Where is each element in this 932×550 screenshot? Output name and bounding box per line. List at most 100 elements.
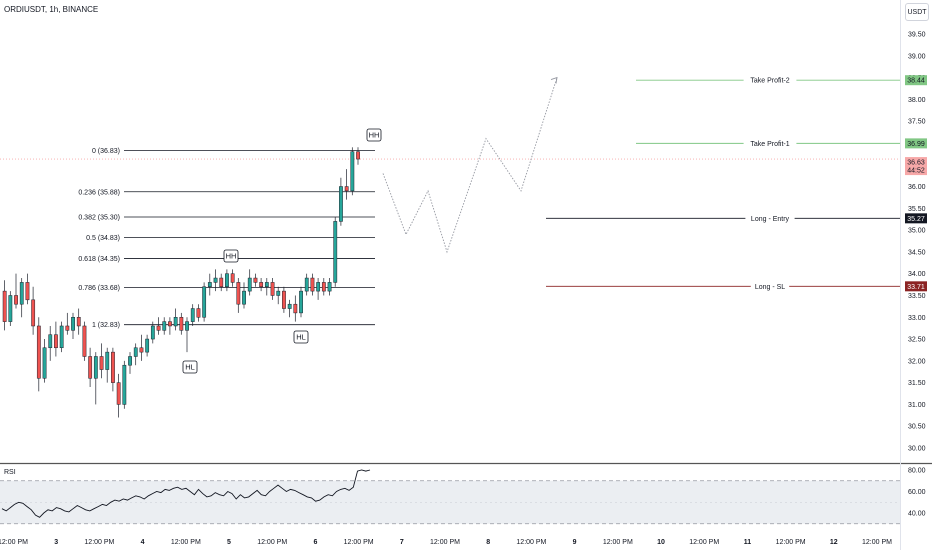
candle-body (42, 347, 47, 379)
candle-body (122, 364, 127, 405)
time-tick-label: 3 (54, 539, 58, 546)
trade-level-label-bg (745, 213, 795, 223)
candle-body (76, 317, 81, 327)
candle-body (253, 277, 258, 283)
candle-body (202, 286, 207, 318)
candle-body (168, 321, 172, 327)
candle-body (207, 282, 212, 288)
candle-body (14, 295, 18, 305)
candle-body (36, 325, 41, 379)
swing-label-box (223, 249, 239, 263)
trade-level-label-bg (743, 138, 797, 148)
swing-label-box (182, 360, 198, 374)
time-tick-label: 12:00 PM (603, 539, 633, 546)
swing-label: HL (296, 333, 306, 342)
fib-level-label: 0 (36.83) (92, 148, 120, 155)
trade-level-label: Take Profit-2 (750, 78, 789, 85)
price-tag (905, 75, 927, 86)
candle-body (88, 356, 93, 379)
symbol-title: ORDIUSDT, 1h, BINANCE (4, 5, 99, 14)
price-tag (905, 281, 927, 292)
candle-body (54, 334, 58, 349)
price-tag-label: 36.99 (907, 141, 925, 148)
fib-level-label: 0.382 (35.30) (78, 215, 120, 222)
rsi-tick-label: 60.00 (908, 489, 926, 496)
swing-label: HL (185, 363, 195, 372)
candle-body (344, 186, 349, 192)
rsi-label: RSI (4, 469, 16, 476)
price-tag (905, 157, 927, 176)
candle-body (185, 321, 189, 331)
swing-label-box (293, 330, 309, 344)
time-tick-label: 12:00 PM (344, 539, 374, 546)
price-tag-label: 38.44 (907, 78, 925, 85)
time-tick-label: 4 (141, 539, 145, 546)
candle-body (190, 308, 195, 322)
candle-body (259, 282, 264, 288)
time-tick-label: 9 (573, 539, 577, 546)
swing-label: HH (369, 131, 380, 140)
candle-body (93, 356, 98, 379)
time-tick-label: 12:00 PM (430, 539, 460, 546)
rsi-tick-label: 40.00 (908, 511, 926, 518)
price-tick-label: 39.00 (908, 53, 926, 60)
candle-body (196, 308, 201, 318)
candle-body (162, 321, 167, 331)
projection-path (382, 77, 558, 254)
candle-body (225, 273, 229, 288)
candle-body (270, 282, 275, 296)
price-tick-label: 34.50 (908, 249, 926, 256)
candle-body (179, 317, 184, 331)
price-tick-label: 32.50 (908, 337, 926, 344)
candle-body (339, 186, 343, 222)
price-tick-label: 31.00 (908, 402, 926, 409)
candle-body (116, 382, 121, 405)
time-tick-label: 12:00 PM (171, 539, 201, 546)
fib-level-label: 1 (32.83) (92, 322, 120, 329)
candle-body (304, 277, 309, 292)
fib-level-label: 0.5 (34.83) (86, 235, 120, 242)
price-tick-label: 35.50 (908, 206, 926, 213)
candle-body (133, 347, 138, 357)
candle-body (59, 325, 64, 349)
time-tick-label: 12 (830, 539, 838, 546)
price-tag (905, 213, 927, 224)
trade-level-label-bg (743, 75, 797, 85)
time-tick-label: 12:00 PM (84, 539, 114, 546)
time-tick-label: 7 (400, 539, 404, 546)
price-tick-label: 34.00 (908, 271, 926, 278)
candle-body (276, 290, 281, 296)
candle-body (65, 325, 70, 331)
candle-body (71, 317, 75, 331)
fib-level-label: 0.618 (34.35) (78, 256, 120, 263)
price-tick-label: 32.00 (908, 358, 926, 365)
candle-body (310, 277, 315, 292)
time-tick-label: 5 (227, 539, 231, 546)
currency-button[interactable]: USDT (905, 3, 929, 21)
time-tick-label: 10 (657, 539, 665, 546)
price-tick-label: 33.50 (908, 293, 926, 300)
time-tick-label: 12:00 PM (776, 539, 806, 546)
price-tick-label: 37.50 (908, 119, 926, 126)
price-tick-label: 36.00 (908, 184, 926, 191)
candle-body (31, 299, 36, 327)
candle-body (2, 290, 7, 322)
candle-body (327, 282, 332, 292)
candle-body (25, 282, 30, 301)
time-tick-label: 12:00 PM (0, 539, 28, 546)
time-tick-label: 12:00 PM (516, 539, 546, 546)
price-tag-countdown: 44:52 (907, 168, 925, 175)
trade-level-label-bg (750, 281, 790, 291)
candle-body (350, 151, 355, 192)
projection-arrowhead (550, 76, 558, 84)
candle-body (287, 303, 292, 309)
trade-level-label: Take Profit-1 (750, 141, 789, 148)
price-tick-label: 39.50 (908, 32, 926, 39)
price-tick-label: 30.50 (908, 424, 926, 431)
candle-body (321, 282, 326, 292)
candle-body (316, 282, 321, 292)
candle-body (242, 290, 246, 305)
swing-label: HH (226, 252, 237, 261)
swing-label-box (366, 128, 382, 142)
